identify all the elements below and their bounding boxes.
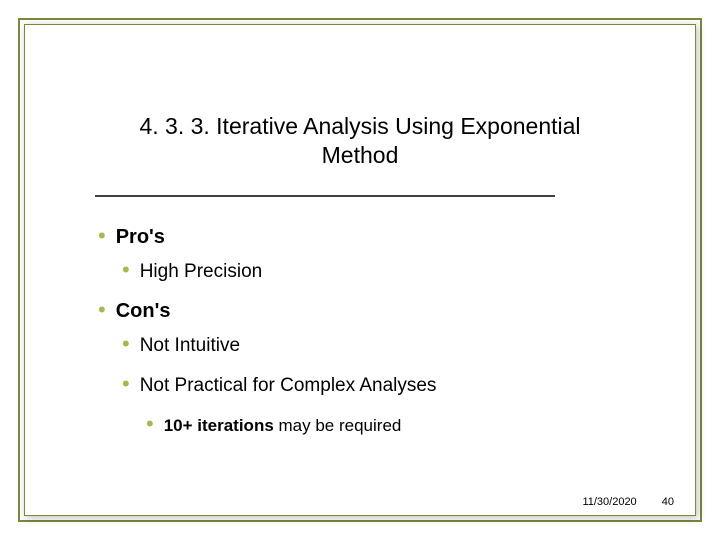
- content-area: • Pro's • High Precision • Con's • Not I…: [98, 225, 660, 450]
- bullet-icon: •: [122, 259, 130, 281]
- subitem-text: 10+ iterations may be required: [164, 416, 402, 436]
- list-item: • Not Intuitive: [122, 333, 660, 357]
- bullet-icon: •: [98, 299, 106, 321]
- title-divider: [95, 195, 555, 197]
- footer-page-number: 40: [662, 496, 674, 508]
- list-subitem: • 10+ iterations may be required: [146, 413, 660, 436]
- section-heading-cons: • Con's: [98, 299, 660, 323]
- slide-title: 4. 3. 3. Iterative Analysis Using Expone…: [110, 112, 610, 170]
- item-text: High Precision: [140, 261, 263, 283]
- section-heading-pros: • Pro's: [98, 225, 660, 249]
- footer-date: 11/30/2020: [582, 496, 636, 508]
- bullet-icon: •: [98, 225, 106, 247]
- bullet-icon: •: [146, 413, 154, 435]
- list-item: • High Precision: [122, 259, 660, 283]
- bullet-icon: •: [122, 333, 130, 355]
- item-text: Not Practical for Complex Analyses: [140, 375, 437, 397]
- bullet-icon: •: [122, 373, 130, 395]
- section-label: Con's: [116, 300, 171, 323]
- section-label: Pro's: [116, 226, 165, 249]
- slide-footer: 11/30/2020 40: [582, 496, 674, 508]
- item-text: Not Intuitive: [140, 335, 240, 357]
- list-item: • Not Practical for Complex Analyses: [122, 373, 660, 397]
